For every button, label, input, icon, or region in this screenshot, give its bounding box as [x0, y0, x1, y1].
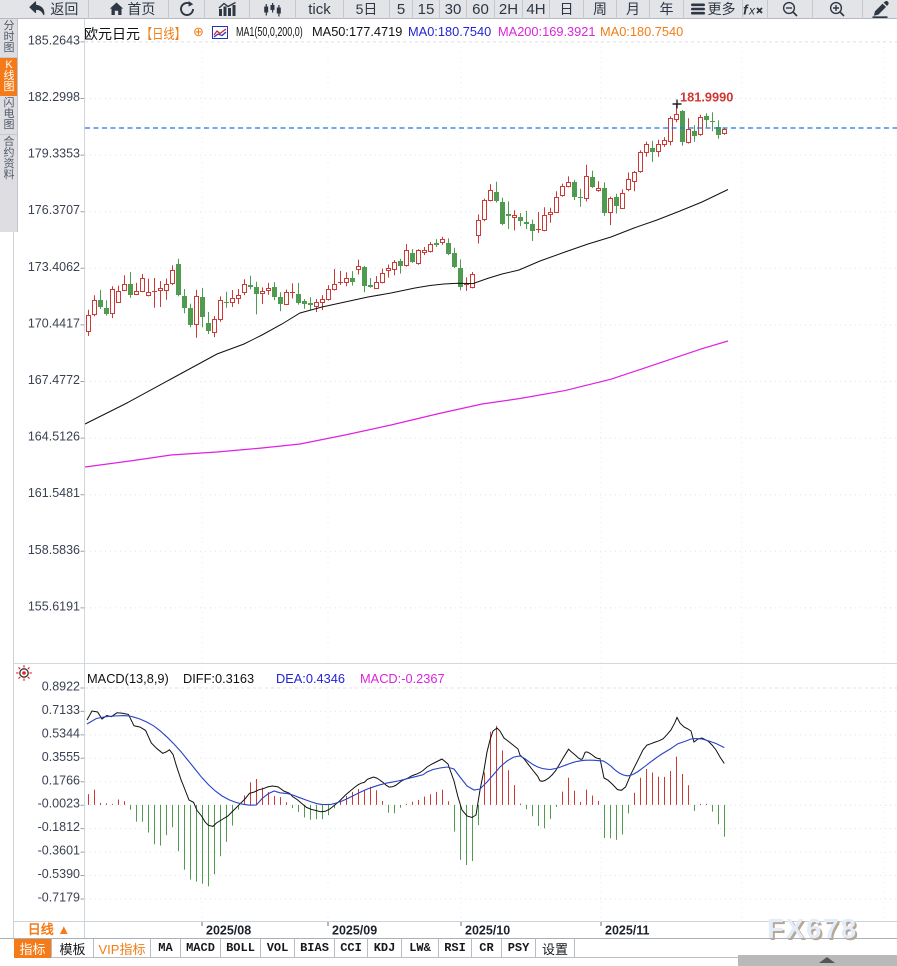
svg-text:182.2998: 182.2998 — [28, 90, 80, 104]
svg-text:176.3707: 176.3707 — [28, 203, 80, 217]
svg-text:0.1766: 0.1766 — [42, 773, 80, 787]
svg-text:x: x — [748, 3, 756, 17]
svg-text:-0.1812: -0.1812 — [38, 820, 80, 834]
svg-text:161.5481: 161.5481 — [28, 486, 80, 500]
svg-text:173.4062: 173.4062 — [28, 260, 80, 274]
svg-text:-0.0023: -0.0023 — [38, 797, 80, 811]
svg-text:-0.3601: -0.3601 — [38, 844, 80, 858]
svg-text:2025/10: 2025/10 — [465, 924, 510, 938]
svg-text:164.5126: 164.5126 — [28, 430, 80, 444]
svg-text:2025/11: 2025/11 — [605, 924, 650, 938]
svg-text:0.3555: 0.3555 — [42, 750, 80, 764]
svg-text:-0.5390: -0.5390 — [38, 867, 80, 881]
svg-text:-0.7179: -0.7179 — [38, 891, 80, 905]
svg-text:179.3353: 179.3353 — [28, 147, 80, 161]
svg-text:0.5344: 0.5344 — [42, 726, 80, 740]
svg-text:181.9990: 181.9990 — [680, 90, 733, 105]
svg-text:2025/08: 2025/08 — [206, 924, 251, 938]
svg-text:0.7133: 0.7133 — [42, 703, 80, 717]
svg-text:2025/09: 2025/09 — [332, 924, 377, 938]
svg-text:170.4417: 170.4417 — [28, 316, 80, 330]
svg-text:167.4772: 167.4772 — [28, 373, 80, 387]
svg-text:155.6191: 155.6191 — [28, 599, 80, 613]
svg-text:f: f — [743, 2, 749, 17]
svg-text:0.8922: 0.8922 — [42, 680, 80, 694]
svg-text:185.2643: 185.2643 — [28, 33, 80, 47]
svg-text:158.5836: 158.5836 — [28, 543, 80, 557]
